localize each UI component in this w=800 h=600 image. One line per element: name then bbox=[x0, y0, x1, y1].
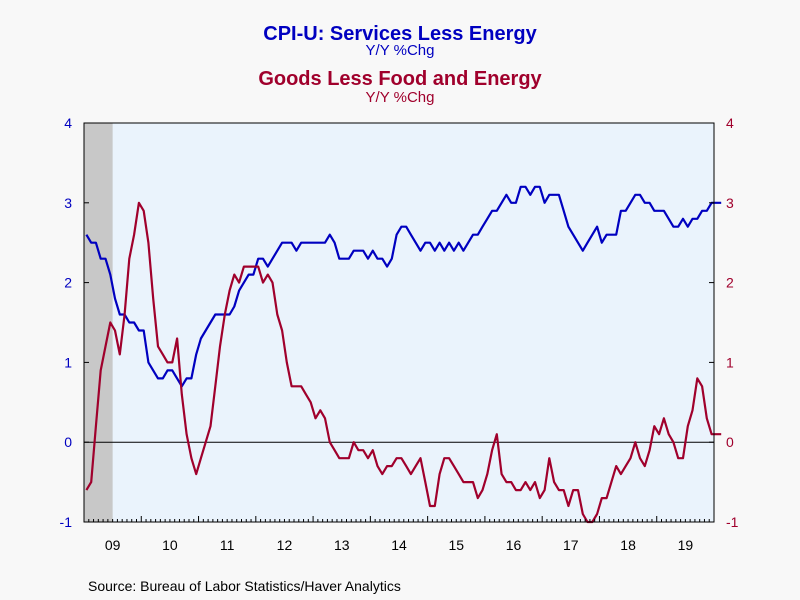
chart-title-2-subtitle: Y/Y %Chg bbox=[366, 89, 435, 106]
y-left-tick-label: 2 bbox=[64, 275, 72, 291]
y-right-tick-label: 1 bbox=[726, 354, 734, 370]
chart-title-subtitle: Y/Y %Chg bbox=[366, 42, 435, 59]
y-right-tick-label: 4 bbox=[726, 115, 734, 131]
y-right-tick-label: 2 bbox=[726, 275, 734, 291]
series-line-goods-less-food-energy bbox=[85, 201, 722, 524]
x-tick-label: 15 bbox=[448, 537, 464, 553]
chart-title: CPI-U: Services Less Energy bbox=[263, 23, 537, 45]
x-tick-label: 18 bbox=[620, 537, 636, 553]
y-left-tick-label: 4 bbox=[64, 115, 72, 131]
y-left-tick-label: 0 bbox=[64, 434, 72, 450]
x-tick-label: 12 bbox=[277, 537, 293, 553]
y-right-tick-label: -1 bbox=[726, 514, 739, 530]
plot-background bbox=[84, 123, 714, 522]
chart-title-2: Goods Less Food and Energy bbox=[258, 68, 542, 90]
y-right-tick-label: 3 bbox=[726, 195, 734, 211]
x-tick-label: 16 bbox=[506, 537, 522, 553]
source-note: Source: Bureau of Labor Statistics/Haver… bbox=[88, 578, 401, 594]
series-line-services-less-energy bbox=[85, 185, 722, 388]
x-tick-label: 09 bbox=[105, 537, 121, 553]
y-left-tick-label: -1 bbox=[60, 514, 73, 530]
x-tick-label: 14 bbox=[391, 537, 407, 553]
y-left-tick-label: 1 bbox=[64, 354, 72, 370]
x-tick-label: 19 bbox=[678, 537, 694, 553]
x-tick-label: 17 bbox=[563, 537, 579, 553]
y-right-tick-label: 0 bbox=[726, 434, 734, 450]
recession-shade bbox=[84, 123, 113, 522]
y-left-tick-label: 3 bbox=[64, 195, 72, 211]
x-tick-label: 11 bbox=[220, 537, 235, 553]
x-tick-label: 10 bbox=[162, 537, 178, 553]
x-tick-label: 13 bbox=[334, 537, 350, 553]
